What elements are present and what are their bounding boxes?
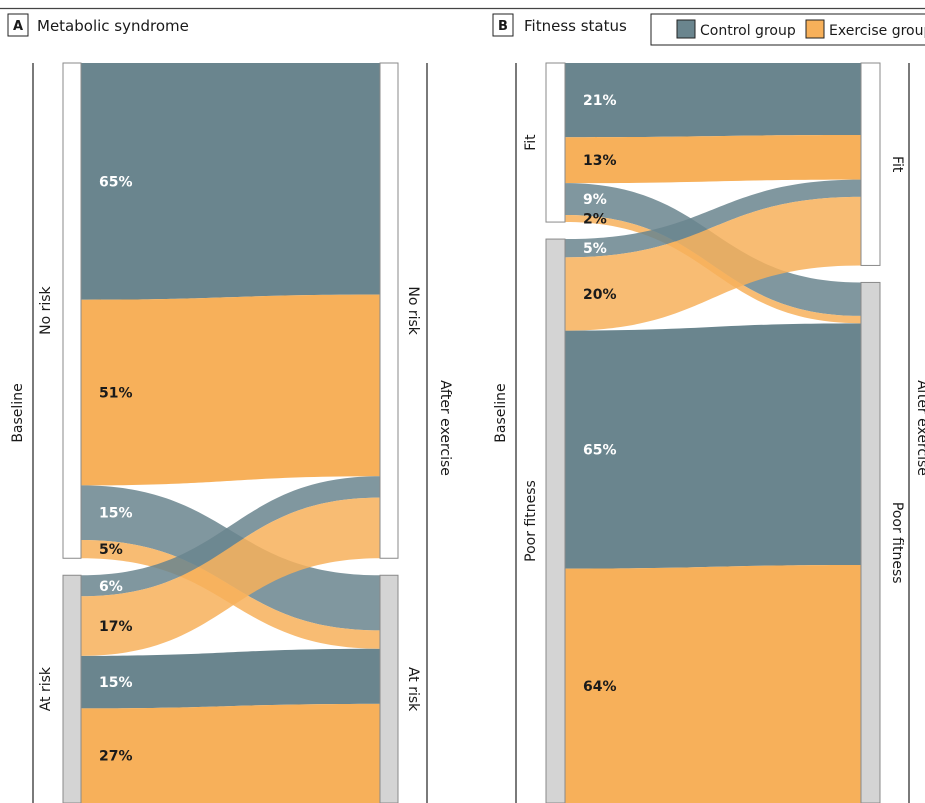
after-node-bar-at-risk	[379, 574, 399, 803]
after-node-label: Poor fitness	[889, 502, 905, 584]
after-node-bar-no-risk	[379, 62, 399, 559]
baseline-node-bar-poor-fitness	[545, 238, 566, 803]
data-label-exercise: 13%	[583, 153, 617, 169]
panel-letter: A	[13, 19, 23, 34]
data-label-exercise: 27%	[99, 749, 133, 765]
panel-letter-box	[7, 13, 29, 37]
flow-control-poor-fitness-to-poor-fitness	[565, 323, 861, 569]
legend-swatch-control	[676, 19, 696, 39]
data-label-control: 9%	[583, 192, 607, 208]
data-label-exercise: 20%	[583, 287, 617, 303]
after-node-label: No risk	[405, 286, 421, 335]
data-label-exercise: 2%	[583, 212, 607, 228]
panel-letter-box	[492, 13, 514, 37]
panel-title: Metabolic syndrome	[37, 17, 189, 35]
data-label-control: 21%	[583, 93, 617, 109]
flow-exercise-at-risk-to-at-risk	[81, 703, 380, 803]
baseline-node-label: At risk	[38, 666, 54, 711]
legend-label-exercise: Exercise group	[829, 23, 925, 39]
data-label-exercise: 51%	[99, 386, 133, 402]
flow-exercise-poor-fitness-to-fit	[565, 196, 861, 331]
left-axis-label: Baseline	[10, 383, 26, 442]
panel-letter: B	[498, 19, 508, 34]
flow-exercise-at-risk-to-no-risk	[81, 497, 380, 656]
data-label-control: 15%	[99, 675, 133, 691]
baseline-node-label: Fit	[523, 134, 539, 151]
after-node-bar-fit	[860, 62, 881, 266]
left-axis-label: Baseline	[493, 383, 509, 442]
data-label-control: 65%	[99, 174, 133, 190]
flow-exercise-poor-fitness-to-poor-fitness	[565, 565, 861, 803]
baseline-node-bar-no-risk	[62, 62, 82, 559]
panel-title: Fitness status	[524, 17, 627, 35]
legend-frame	[650, 13, 925, 46]
flow-control-poor-fitness-to-fit	[565, 179, 861, 258]
legend: Control group Exercise group	[650, 13, 925, 46]
data-label-control: 5%	[583, 241, 607, 257]
data-label-control: 65%	[583, 443, 617, 459]
flows	[81, 63, 380, 803]
data-label-control: 15%	[99, 506, 133, 522]
right-axis-label: After exercise	[914, 380, 925, 476]
data-label-exercise: 64%	[583, 679, 617, 695]
after-node-label: Fit	[889, 156, 905, 173]
flow-exercise-fit-to-fit	[565, 135, 861, 184]
right-axis-label: After exercise	[437, 380, 453, 476]
data-label-exercise: 5%	[99, 542, 123, 558]
baseline-node-label: No risk	[38, 285, 54, 334]
baseline-node-label: Poor fitness	[523, 480, 539, 562]
data-label-exercise: 17%	[99, 619, 133, 635]
after-node-bar-poor-fitness	[860, 281, 881, 803]
legend-swatch-exercise	[805, 19, 825, 39]
baseline-node-bar-at-risk	[62, 574, 82, 803]
data-label-control: 6%	[99, 579, 123, 595]
flows	[565, 63, 861, 803]
panel-a: A Metabolic syndrome Baseline After exercis…	[7, 13, 453, 803]
after-node-label: At risk	[405, 667, 421, 712]
flow-control-fit-to-fit	[565, 63, 861, 138]
flow-exercise-no-risk-to-no-risk	[81, 294, 380, 486]
panel-b: B Fitness status Baseline After exercise Fit…	[492, 13, 925, 803]
flow-control-no-risk-to-no-risk	[81, 63, 380, 300]
flow-control-at-risk-to-at-risk	[81, 648, 380, 709]
flow-control-at-risk-to-no-risk	[81, 476, 380, 597]
baseline-node-bar-fit	[545, 62, 566, 223]
legend-label-control: Control group	[700, 23, 796, 39]
